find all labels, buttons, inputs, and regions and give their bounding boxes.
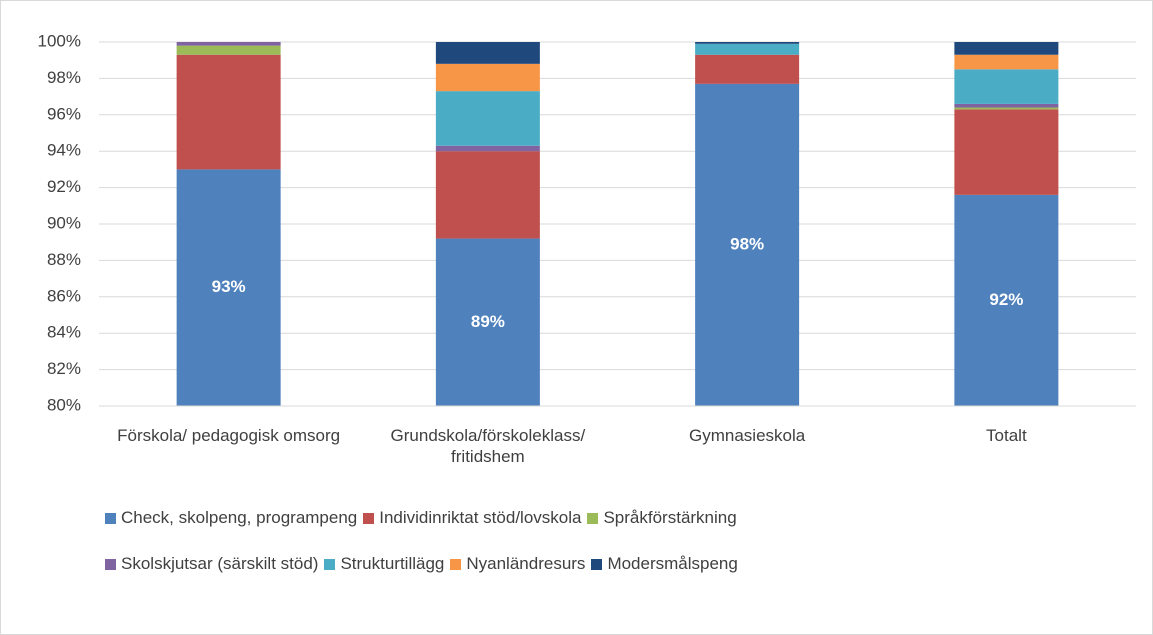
x-tick-label: Förskola/ pedagogisk omsorg	[117, 426, 341, 445]
y-tick-label: 88%	[47, 250, 81, 269]
legend-item: Skolskjutsar (särskilt stöd)	[105, 553, 318, 575]
y-tick-label: 94%	[47, 141, 81, 160]
legend-swatch	[587, 512, 599, 524]
bar-segment	[954, 54, 1059, 70]
bar-segment	[695, 83, 800, 407]
legend-label: Språkförstärkning	[603, 508, 737, 527]
legend-item: Individinriktat stöd/lovskola	[363, 507, 581, 529]
x-tick-label: Grundskola/förskoleklass/ fritidshem	[390, 426, 586, 466]
legend-swatch	[324, 558, 336, 570]
x-tick-label: Totalt	[986, 426, 1027, 445]
bar-segment	[954, 103, 1059, 108]
legend-label: Skolskjutsar (särskilt stöd)	[121, 554, 319, 573]
legend-label: Strukturtillägg	[340, 554, 445, 573]
bar-segment	[435, 145, 540, 152]
data-label: 89%	[471, 312, 505, 331]
bar-segment	[695, 43, 800, 55]
bar-segment	[954, 109, 1059, 195]
legend-item: Språkförstärkning	[587, 507, 737, 529]
y-tick-label: 98%	[47, 68, 81, 87]
bar-segment	[695, 54, 800, 84]
bar-segment	[435, 42, 540, 64]
legend-label: Nyanländresurs	[466, 554, 586, 573]
bar-segment	[435, 63, 540, 92]
data-label: 92%	[989, 290, 1023, 309]
legend-item: Check, skolpeng, programpeng	[105, 507, 357, 529]
data-label: 98%	[730, 234, 764, 253]
bar-segment	[954, 107, 1059, 110]
legend-item: Strukturtillägg	[324, 553, 444, 575]
y-tick-label: 84%	[47, 323, 81, 342]
bar-segment	[435, 151, 540, 239]
legend-swatch	[105, 558, 116, 570]
y-tick-label: 86%	[47, 286, 81, 305]
legend-item: Nyanländresurs	[450, 553, 585, 575]
bar-segment	[435, 91, 540, 146]
bar-segment	[695, 42, 800, 44]
bar-segment	[954, 69, 1059, 104]
bar-segment	[176, 42, 281, 46]
legend-swatch	[105, 512, 116, 524]
legend-swatch	[450, 558, 462, 570]
y-tick-label: 92%	[47, 177, 81, 196]
data-label: 93%	[212, 277, 246, 296]
legend-label: Modersmålspeng	[607, 554, 738, 573]
x-tick-label: Gymnasieskola	[689, 426, 806, 445]
bar-segment	[176, 169, 281, 406]
legend-label: Check, skolpeng, programpeng	[121, 508, 358, 527]
y-tick-label: 90%	[47, 213, 81, 232]
bar-segment	[954, 42, 1059, 55]
bar-segment	[176, 54, 281, 170]
legend: Check, skolpeng, programpeng Individinrik…	[105, 507, 935, 575]
bar-segment	[176, 45, 281, 55]
legend-item: Modersmålspeng	[591, 553, 738, 575]
y-tick-label: 96%	[47, 104, 81, 123]
legend-swatch	[591, 558, 603, 570]
y-tick-label: 100%	[38, 31, 81, 50]
legend-swatch	[363, 512, 375, 524]
bar-segment	[435, 238, 540, 406]
bar-segment	[954, 194, 1059, 406]
legend-label: Individinriktat stöd/lovskola	[379, 508, 582, 527]
y-tick-label: 80%	[47, 395, 81, 414]
y-tick-label: 82%	[47, 359, 81, 378]
